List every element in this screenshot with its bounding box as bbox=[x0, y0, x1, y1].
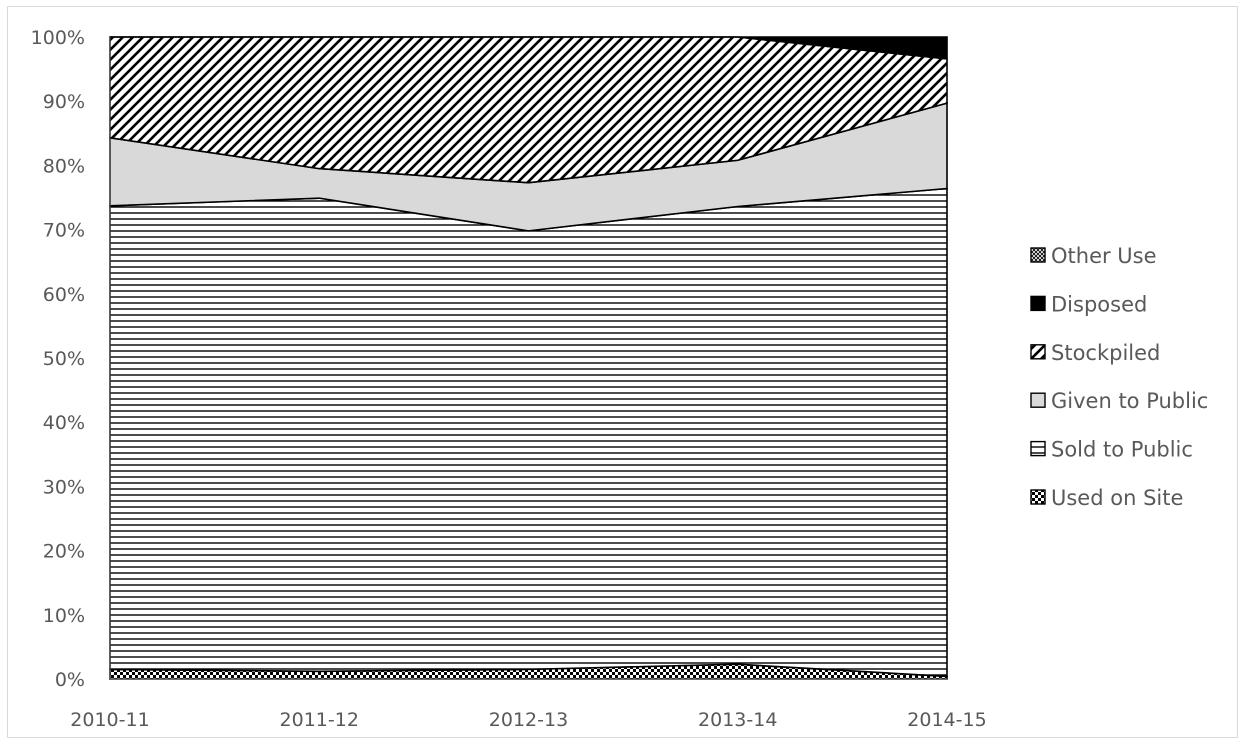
legend-item-disposed: Disposed bbox=[1030, 292, 1147, 316]
y-tick-label: 50% bbox=[43, 348, 85, 370]
x-tick-label: 2010-11 bbox=[70, 709, 149, 731]
legend-label: Given to Public bbox=[1051, 389, 1208, 413]
y-tick-label: 70% bbox=[43, 220, 85, 242]
legend-label: Used on Site bbox=[1051, 486, 1183, 510]
legend-label: Disposed bbox=[1051, 292, 1147, 316]
y-tick-label: 100% bbox=[31, 27, 85, 49]
y-tick-label: 30% bbox=[43, 476, 85, 498]
legend-item-stockpiled: Stockpiled bbox=[1030, 341, 1160, 365]
legend-swatch bbox=[1030, 440, 1046, 457]
chart-frame bbox=[7, 6, 1238, 738]
x-tick-label: 2011-12 bbox=[280, 709, 359, 731]
y-tick-label: 10% bbox=[43, 605, 85, 627]
legend-item-given-to-public: Given to Public bbox=[1030, 389, 1208, 413]
legend-swatch bbox=[1030, 489, 1046, 505]
y-tick-label: 20% bbox=[43, 541, 85, 563]
legend-label: Other Use bbox=[1051, 244, 1157, 268]
area-disposed bbox=[110, 36, 948, 60]
y-tick-label: 60% bbox=[43, 284, 85, 306]
legend-swatch bbox=[1030, 295, 1046, 312]
legend-item-other-use: Other Use bbox=[1030, 244, 1157, 268]
y-tick-label: 40% bbox=[43, 412, 85, 434]
area-sold-to-public bbox=[109, 187, 948, 678]
legend-item-sold-to-public: Sold to Public bbox=[1030, 438, 1193, 462]
legend-swatch bbox=[1030, 392, 1046, 408]
y-tick-label: 0% bbox=[55, 669, 85, 691]
x-tick-label: 2012-13 bbox=[489, 709, 568, 731]
y-tick-label: 80% bbox=[43, 155, 85, 177]
x-tick-label: 2013-14 bbox=[698, 709, 777, 731]
legend-swatch bbox=[1030, 344, 1046, 360]
legend-item-used-on-site: Used on Site bbox=[1030, 486, 1183, 510]
y-tick-label: 90% bbox=[43, 91, 85, 113]
x-tick-label: 2014-15 bbox=[907, 709, 986, 731]
legend-label: Sold to Public bbox=[1051, 438, 1193, 462]
legend-swatch bbox=[1030, 247, 1046, 263]
legend-label: Stockpiled bbox=[1051, 341, 1160, 365]
